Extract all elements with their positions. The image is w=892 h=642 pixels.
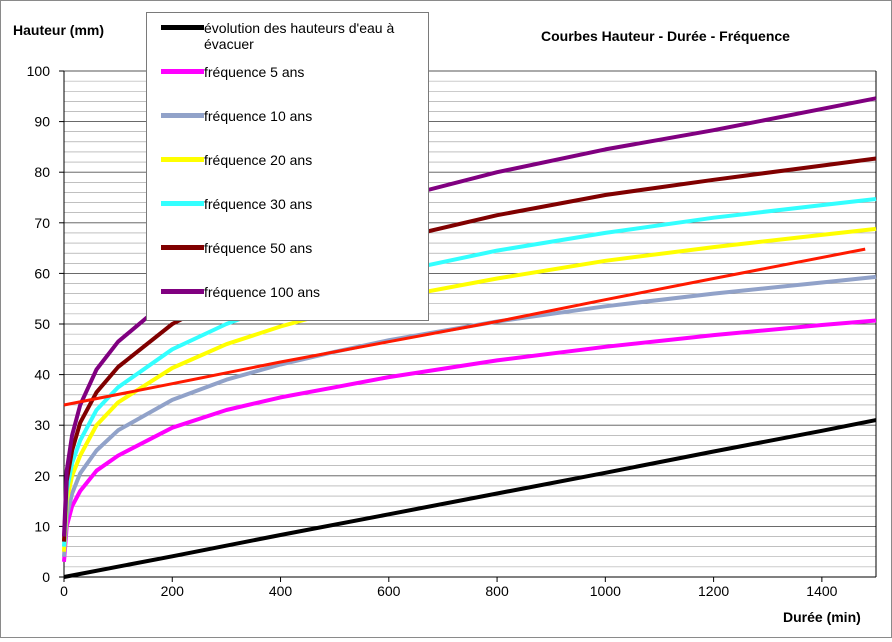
legend-swatch	[161, 201, 204, 206]
legend-label: fréquence 10 ans	[204, 108, 313, 124]
series-line-2	[62, 274, 877, 557]
x-tick-label: 1200	[698, 583, 729, 599]
legend-swatch	[161, 113, 204, 118]
x-tick-label: 1000	[590, 583, 621, 599]
y-tick-label: 50	[34, 316, 50, 332]
legend-item: fréquence 10 ans	[161, 108, 414, 124]
legend-label: fréquence 50 ans	[204, 240, 313, 256]
y-tick-label: 0	[42, 569, 50, 585]
y-tick-label: 80	[34, 164, 50, 180]
series-line-7	[63, 247, 866, 407]
y-tick-label: 90	[34, 114, 50, 130]
series-line-0	[63, 418, 877, 579]
x-tick-label: 200	[161, 583, 185, 599]
x-tick-label: 800	[485, 583, 509, 599]
series-lines	[62, 96, 877, 579]
legend-item: fréquence 5 ans	[161, 64, 414, 80]
y-tick-label: 100	[27, 63, 51, 79]
series-line-3	[62, 226, 877, 552]
legend: évolution des hauteurs d'eau à évacuer fr…	[146, 12, 429, 321]
x-tick-label: 1400	[806, 583, 837, 599]
legend-label: fréquence 5 ans	[204, 64, 305, 80]
legend-swatch	[161, 245, 204, 250]
legend-item: fréquence 30 ans	[161, 196, 414, 212]
legend-label: fréquence 100 ans	[204, 284, 320, 300]
legend-label: fréquence 20 ans	[204, 152, 313, 168]
y-axis-label: Hauteur (mm)	[13, 22, 105, 38]
x-tick-label: 600	[377, 583, 401, 599]
y-tick-label: 70	[34, 215, 50, 231]
x-tick-label: 0	[60, 583, 68, 599]
legend-label: fréquence 30 ans	[204, 196, 313, 212]
series-line-1	[62, 318, 877, 562]
legend-item: fréquence 100 ans	[161, 284, 414, 300]
y-tick-label: 40	[34, 367, 50, 383]
y-tick-label: 20	[34, 468, 50, 484]
legend-item: fréquence 20 ans	[161, 152, 414, 168]
y-tick-label: 60	[34, 265, 50, 281]
chart-title: Courbes Hauteur - Durée - Fréquence	[541, 28, 790, 44]
legend-label: évolution des hauteurs d'eau à évacuer	[204, 20, 395, 52]
y-tick-label: 10	[34, 518, 50, 534]
x-tick-label: 400	[269, 583, 293, 599]
gridlines	[64, 70, 876, 568]
legend-swatch	[161, 157, 204, 162]
legend-swatch	[161, 25, 204, 30]
legend-swatch	[161, 69, 204, 74]
legend-swatch	[161, 289, 204, 294]
y-tick-label: 30	[34, 417, 50, 433]
legend-item: fréquence 50 ans	[161, 240, 414, 256]
x-axis-label: Durée (min)	[783, 609, 861, 625]
legend-item: évolution des hauteurs d'eau à évacuer	[161, 20, 414, 52]
